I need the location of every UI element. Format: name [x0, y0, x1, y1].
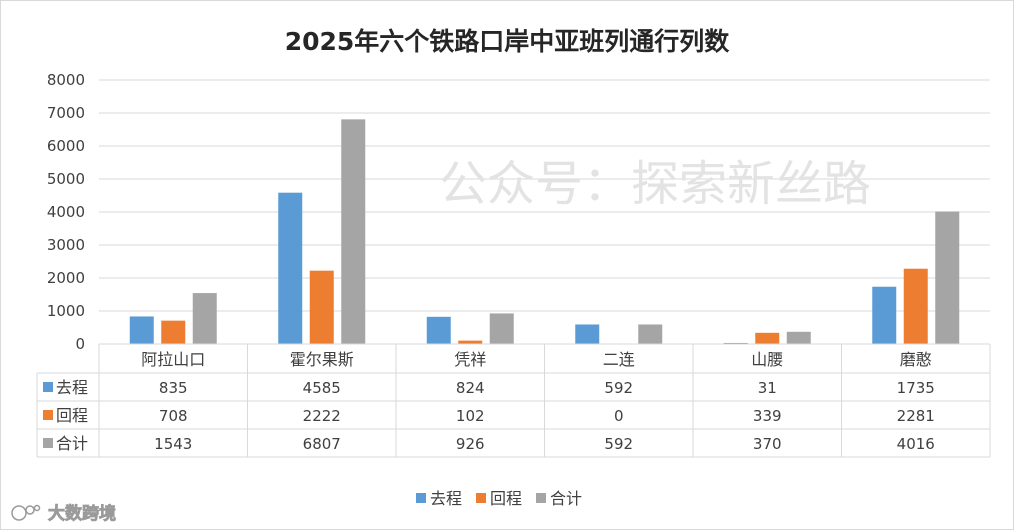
bar [903, 268, 928, 344]
logo: 大数跨境 [11, 503, 116, 524]
table-legend-key [43, 438, 53, 448]
y-tick-label: 4000 [47, 203, 85, 221]
y-tick-label: 8000 [47, 71, 85, 89]
data-label: 4585 [303, 379, 341, 397]
gridlines [99, 79, 990, 312]
bar [872, 286, 897, 344]
y-tick-label: 6000 [47, 137, 85, 155]
legend-key [416, 493, 426, 503]
x-tick-label: 山腰 [751, 350, 783, 369]
logo-icon [11, 504, 41, 521]
x-tick-label: 凭祥 [454, 350, 486, 369]
bar [426, 316, 451, 344]
x-tick-label: 霍尔果斯 [290, 350, 354, 369]
bar [458, 340, 483, 344]
y-tick-label: 3000 [47, 236, 85, 254]
legend-key [536, 493, 546, 503]
bar [638, 324, 663, 344]
bar [935, 211, 960, 344]
data-label: 0 [614, 407, 624, 425]
data-label: 835 [159, 379, 188, 397]
bar [341, 119, 366, 344]
data-label: 2222 [303, 407, 341, 425]
bars-group [129, 119, 960, 344]
bar [755, 332, 780, 344]
legend-label: 回程 [490, 489, 522, 508]
data-label: 1735 [897, 379, 935, 397]
data-label: 102 [456, 407, 485, 425]
y-axis: 0 1000 2000 3000 4000 5000 6000 7000 8000 [47, 71, 85, 353]
data-label: 339 [753, 407, 782, 425]
data-label: 926 [456, 435, 485, 453]
logo-text: 大数跨境 [48, 503, 116, 524]
legend-label: 去程 [430, 489, 462, 508]
data-label: 824 [456, 379, 485, 397]
legend: 去程 回程 合计 [416, 489, 582, 508]
data-label: 592 [604, 435, 633, 453]
y-tick-label: 1000 [47, 302, 85, 320]
data-label: 2281 [897, 407, 935, 425]
x-tick-label: 二连 [603, 350, 635, 369]
data-label: 708 [159, 407, 188, 425]
bar [309, 270, 334, 344]
x-tick-label: 阿拉山口 [141, 350, 205, 369]
bar [723, 342, 748, 344]
bar [161, 320, 186, 344]
data-label: 592 [604, 379, 633, 397]
legend-key [476, 493, 486, 503]
bar [129, 316, 154, 344]
table-legend-key [43, 410, 53, 420]
bar [575, 324, 600, 344]
bar [192, 293, 217, 344]
bar [489, 313, 514, 344]
y-tick-label: 7000 [47, 104, 85, 122]
bar [278, 192, 303, 344]
table-row-label: 去程 [56, 378, 88, 397]
x-tick-label: 磨憨 [900, 350, 932, 369]
bar [786, 331, 811, 344]
data-label: 370 [753, 435, 782, 453]
chart-title: 2025年六个铁路口岸中亚班列通行列数 [284, 27, 730, 56]
y-tick-label: 2000 [47, 269, 85, 287]
data-label: 4016 [897, 435, 935, 453]
data-label: 6807 [303, 435, 341, 453]
watermark-text: 公众号：探索新丝路 [439, 156, 871, 212]
y-tick-label: 0 [75, 335, 85, 353]
legend-label: 合计 [550, 489, 582, 508]
table-row-label: 回程 [56, 406, 88, 425]
data-label: 1543 [154, 435, 192, 453]
y-tick-label: 5000 [47, 170, 85, 188]
table-legend-key [43, 382, 53, 392]
table-row-label: 合计 [56, 434, 88, 453]
data-label: 31 [758, 379, 777, 397]
